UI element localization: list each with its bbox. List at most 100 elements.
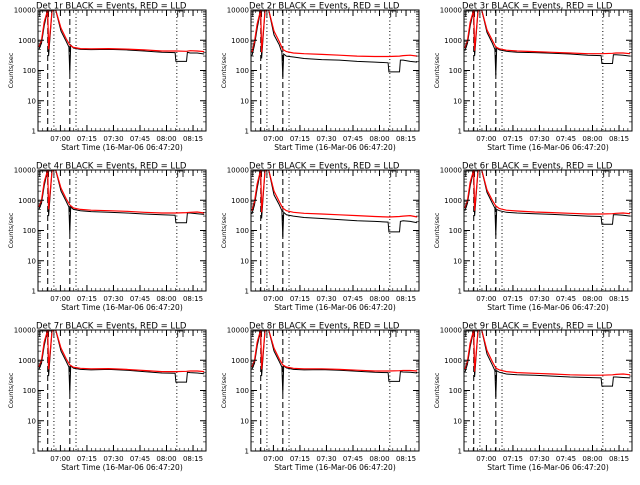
- y-axis-label: Counts/sec: [220, 372, 228, 408]
- panel-title: Det 2r BLACK = Events, RED = LLD: [249, 2, 400, 12]
- series-lld-line: [464, 330, 631, 376]
- y-tick-label: 10000: [227, 327, 249, 335]
- x-tick-label: 08:15: [396, 135, 416, 143]
- x-tick-label: 07:00: [50, 295, 70, 303]
- panel-det-2: Det 2r BLACK = Events, RED = LLD 1 10 100 10…: [220, 2, 420, 152]
- time-bracket-2: [48, 170, 55, 177]
- time-bracket-3: [603, 330, 610, 337]
- x-axis-label: Start Time (16-Mar-06 06:47:20): [274, 303, 396, 312]
- plot-frame: [463, 169, 633, 292]
- y-tick-label: 10: [453, 257, 462, 265]
- panel-det-6: Det 6r BLACK = Events, RED = LLD 1 10 100 10…: [433, 162, 633, 312]
- y-tick-label: 10: [240, 257, 249, 265]
- y-tick-label: 10: [240, 97, 249, 105]
- time-bracket-3: [603, 10, 610, 17]
- x-tick-label: 08:00: [156, 135, 176, 143]
- y-tick-label: 10000: [440, 167, 462, 175]
- y-axis-label: Counts/sec: [220, 212, 228, 248]
- y-tick-label: 1000: [444, 37, 462, 45]
- panel-title: Det 7r BLACK = Events, RED = LLD: [36, 322, 187, 332]
- x-tick-label: 08:15: [396, 295, 416, 303]
- panel-title: Det 6r BLACK = Events, RED = LLD: [462, 162, 613, 172]
- y-tick-label: 10: [27, 417, 36, 425]
- x-tick-label: 07:15: [290, 455, 310, 463]
- series-events-line: [38, 330, 205, 394]
- x-tick-label: 08:15: [183, 455, 203, 463]
- x-tick-label: 08:15: [609, 295, 629, 303]
- plot-frame: [37, 9, 207, 132]
- y-axis-label: Counts/sec: [433, 212, 441, 248]
- x-tick-label: 07:30: [529, 295, 549, 303]
- x-tick-label: 07:00: [263, 295, 283, 303]
- x-axis-label: Start Time (16-Mar-06 06:47:20): [61, 303, 183, 312]
- plot-frame: [463, 329, 633, 452]
- x-axis-label: Start Time (16-Mar-06 06:47:20): [487, 143, 609, 152]
- x-tick-label: 07:30: [103, 455, 123, 463]
- y-tick-label: 100: [449, 387, 462, 395]
- time-bracket-3: [177, 10, 184, 17]
- y-tick-label: 1: [458, 288, 462, 296]
- x-tick-label: 07:30: [316, 295, 336, 303]
- x-tick-label: 07:30: [316, 455, 336, 463]
- panel-title: Det 3r BLACK = Events, RED = LLD: [462, 2, 613, 12]
- y-tick-label: 10: [27, 97, 36, 105]
- x-axis-label: Start Time (16-Mar-06 06:47:20): [61, 143, 183, 152]
- time-bracket-1: [252, 170, 260, 177]
- series-events-line: [251, 330, 418, 394]
- series-events-line: [251, 170, 418, 238]
- x-tick-label: 07:30: [103, 295, 123, 303]
- y-tick-label: 100: [23, 227, 36, 235]
- series-lld-line: [38, 10, 205, 53]
- y-tick-label: 1000: [18, 197, 36, 205]
- y-tick-label: 10000: [227, 167, 249, 175]
- x-axis-label: Start Time (16-Mar-06 06:47:20): [487, 303, 609, 312]
- y-tick-label: 10000: [440, 7, 462, 15]
- x-tick-label: 08:15: [609, 455, 629, 463]
- panel-det-1: Det 1r BLACK = Events, RED = LLD 1 10 100 10…: [7, 2, 207, 152]
- y-tick-label: 100: [236, 227, 249, 235]
- series-events-line: [38, 170, 205, 234]
- x-tick-label: 07:15: [77, 295, 97, 303]
- y-tick-label: 10000: [227, 7, 249, 15]
- x-tick-label: 08:00: [369, 455, 389, 463]
- y-tick-label: 10000: [14, 7, 36, 15]
- time-bracket-2: [48, 10, 55, 17]
- x-tick-label: 07:00: [476, 455, 496, 463]
- time-bracket-3: [390, 330, 397, 337]
- y-tick-label: 100: [23, 67, 36, 75]
- x-tick-label: 08:00: [156, 455, 176, 463]
- time-bracket-1: [252, 10, 260, 17]
- x-axis-label: Start Time (16-Mar-06 06:47:20): [61, 463, 183, 472]
- y-axis-label: Counts/sec: [220, 52, 228, 88]
- x-tick-label: 07:00: [476, 295, 496, 303]
- x-tick-label: 08:00: [369, 135, 389, 143]
- series-events-line: [464, 330, 631, 398]
- y-tick-label: 1: [245, 448, 249, 456]
- y-tick-label: 1: [245, 288, 249, 296]
- time-bracket-2: [474, 330, 481, 337]
- x-tick-label: 07:45: [556, 295, 576, 303]
- series-lld-line: [251, 330, 418, 372]
- x-tick-label: 07:15: [290, 135, 310, 143]
- x-tick-label: 07:30: [529, 455, 549, 463]
- y-tick-label: 1: [458, 128, 462, 136]
- y-tick-label: 100: [236, 67, 249, 75]
- x-tick-label: 07:45: [343, 455, 363, 463]
- y-axis-label: Counts/sec: [7, 52, 15, 88]
- y-tick-label: 10000: [14, 167, 36, 175]
- panel-title: Det 1r BLACK = Events, RED = LLD: [36, 2, 187, 12]
- x-tick-label: 07:00: [50, 455, 70, 463]
- time-bracket-3: [177, 170, 184, 177]
- x-tick-label: 07:15: [77, 455, 97, 463]
- plot-frame: [250, 9, 420, 132]
- series-lld-line: [38, 170, 205, 214]
- x-tick-label: 07:30: [529, 135, 549, 143]
- panel-det-8: Det 8r BLACK = Events, RED = LLD 1 10 100 10…: [220, 322, 420, 472]
- x-tick-label: 07:00: [50, 135, 70, 143]
- x-tick-label: 07:45: [130, 455, 150, 463]
- x-axis-label: Start Time (16-Mar-06 06:47:20): [274, 143, 396, 152]
- y-axis-label: Counts/sec: [433, 372, 441, 408]
- y-tick-label: 10000: [14, 327, 36, 335]
